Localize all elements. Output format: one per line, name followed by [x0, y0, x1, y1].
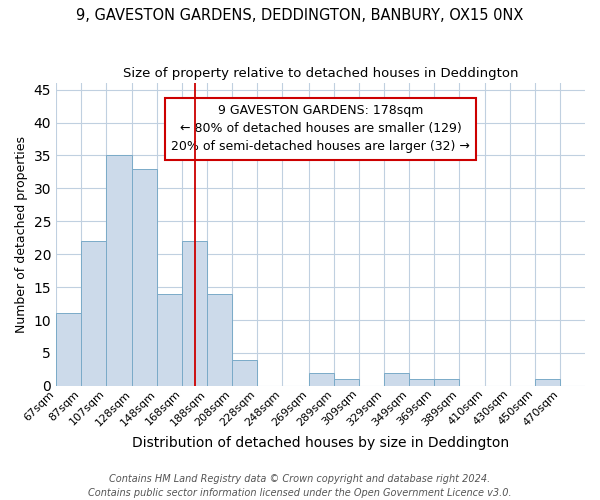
Text: Contains HM Land Registry data © Crown copyright and database right 2024.
Contai: Contains HM Land Registry data © Crown c… [88, 474, 512, 498]
Bar [81, 241, 106, 386]
Bar [409, 380, 434, 386]
X-axis label: Distribution of detached houses by size in Deddington: Distribution of detached houses by size … [132, 436, 509, 450]
Bar [157, 294, 182, 386]
Bar [133, 168, 157, 386]
Bar [106, 156, 133, 386]
Title: Size of property relative to detached houses in Deddington: Size of property relative to detached ho… [123, 68, 518, 80]
Bar [383, 372, 409, 386]
Bar [208, 294, 232, 386]
Bar [434, 380, 459, 386]
Bar [56, 314, 81, 386]
Bar [308, 372, 334, 386]
Bar [232, 360, 257, 386]
Y-axis label: Number of detached properties: Number of detached properties [15, 136, 28, 333]
Bar [535, 380, 560, 386]
Text: 9 GAVESTON GARDENS: 178sqm
← 80% of detached houses are smaller (129)
20% of sem: 9 GAVESTON GARDENS: 178sqm ← 80% of deta… [171, 104, 470, 154]
Text: 9, GAVESTON GARDENS, DEDDINGTON, BANBURY, OX15 0NX: 9, GAVESTON GARDENS, DEDDINGTON, BANBURY… [76, 8, 524, 22]
Bar [334, 380, 359, 386]
Bar [182, 241, 208, 386]
